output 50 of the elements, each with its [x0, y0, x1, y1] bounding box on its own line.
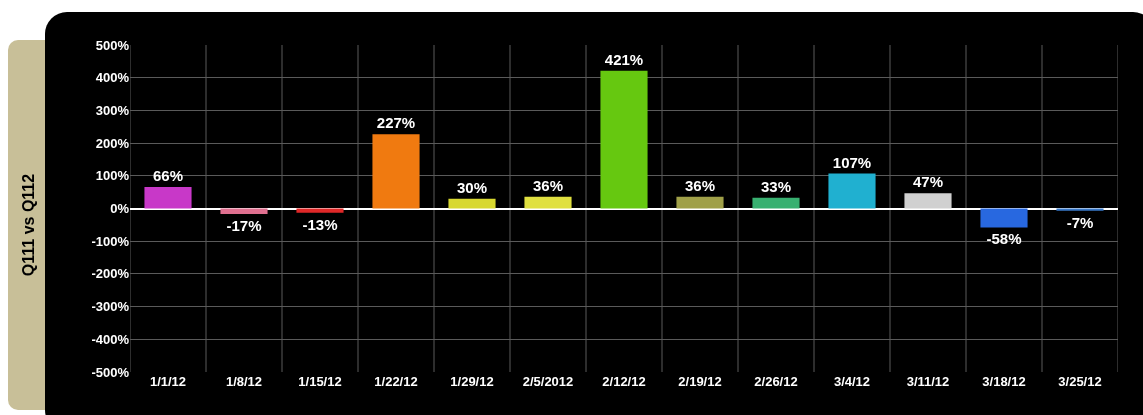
- x-tick-label: 1/1/12: [149, 374, 187, 389]
- data-label: 227%: [376, 114, 416, 132]
- data-label: -7%: [1066, 213, 1094, 231]
- bar: [676, 196, 724, 209]
- bar: [220, 208, 268, 215]
- y-tick-label: 300%: [95, 102, 130, 118]
- y-tick-label: 200%: [95, 135, 130, 151]
- x-tick-label: 3/11/12: [906, 374, 950, 389]
- x-tick-label: 3/4/12: [833, 374, 871, 389]
- x-tick-label: 1/15/12: [298, 374, 342, 389]
- x-tick-label: 2/19/12: [678, 374, 722, 389]
- bar: [448, 198, 496, 209]
- y-tick-label: -500%: [91, 364, 130, 380]
- bar: [144, 186, 192, 209]
- data-label: -17%: [226, 217, 262, 235]
- y-tick-label: 500%: [95, 37, 130, 53]
- data-label: 36%: [532, 176, 564, 194]
- bar: [524, 196, 572, 209]
- y-axis-title: Q111 vs Q112: [20, 173, 38, 277]
- data-label: -58%: [986, 230, 1022, 248]
- bar: [296, 208, 344, 213]
- bar: [828, 173, 876, 209]
- y-tick-label: 100%: [95, 168, 130, 184]
- bar: [600, 70, 648, 209]
- data-label: 30%: [456, 178, 488, 196]
- bar: [372, 134, 420, 209]
- bar: [980, 208, 1028, 228]
- y-tick-label: 0%: [110, 201, 130, 217]
- x-tick-label: 1/29/12: [450, 374, 494, 389]
- data-label: 33%: [760, 177, 792, 195]
- y-tick-label: -300%: [91, 299, 130, 315]
- x-tick-label: 3/25/12: [1058, 374, 1102, 389]
- x-tick-label: 2/26/12: [754, 374, 798, 389]
- x-tick-label: 1/8/12: [225, 374, 263, 389]
- x-tick-label: 3/18/12: [982, 374, 1026, 389]
- y-tick-label: -400%: [91, 331, 130, 347]
- data-label: 421%: [604, 50, 644, 68]
- data-label: 66%: [152, 166, 184, 184]
- y-tick-label: -100%: [91, 233, 130, 249]
- data-label: 47%: [912, 173, 944, 191]
- x-tick-label: 2/5/2012: [522, 374, 574, 389]
- bar: [752, 197, 800, 209]
- y-tick-label: 400%: [95, 70, 130, 86]
- x-tick-label: 2/12/12: [602, 374, 646, 389]
- data-label: 107%: [832, 153, 872, 171]
- x-tick-label: 1/22/12: [374, 374, 418, 389]
- bar: [904, 193, 952, 209]
- y-tick-label: -200%: [91, 266, 130, 282]
- data-label: 36%: [684, 176, 716, 194]
- data-label: -13%: [302, 215, 338, 233]
